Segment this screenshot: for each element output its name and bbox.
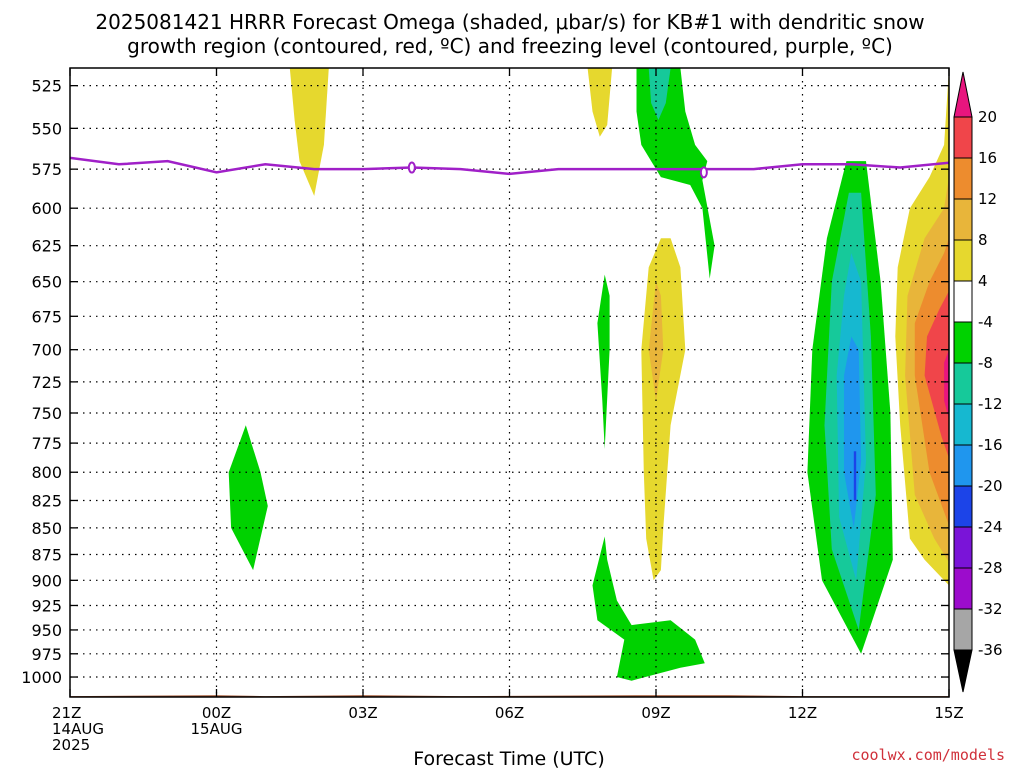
colorbar-segment-1 — [953, 116, 973, 159]
freezing-level-label-marker-1 — [699, 166, 708, 179]
colorbar-segment-7 — [953, 362, 973, 405]
x-tick-label-0-1: 14AUG — [52, 720, 104, 738]
colorbar-segment-12 — [953, 567, 973, 610]
colorbar-label-7: -12 — [978, 395, 1003, 413]
colorbar-segment-6 — [953, 321, 973, 364]
x-tick-label-4-0: 09Z — [641, 704, 670, 722]
colorbar-label-6: -8 — [978, 354, 993, 372]
colorbar-segment-10 — [953, 485, 973, 528]
colorbar-label-11: -28 — [978, 559, 1003, 577]
x-tick-label-6-0: 15Z — [934, 704, 963, 722]
x-tick-label-5-0: 12Z — [788, 704, 817, 722]
y-tick-label-700: 700 — [31, 341, 62, 360]
omega-region-4 — [641, 238, 686, 581]
y-tick-label-550: 550 — [31, 119, 62, 138]
x-tick-label-1-0: 00Z — [202, 704, 231, 722]
colorbar-segment-3 — [953, 198, 973, 241]
y-tick-label-600: 600 — [31, 199, 62, 218]
y-axis: 525 550 575 600 625 650 675 700 725 750 775 800 825 8… — [21, 77, 949, 687]
colorbar-label-4: 4 — [978, 272, 988, 290]
x-tick-label-1-1: 15AUG — [191, 720, 243, 738]
x-tick-label-3-0: 06Z — [495, 704, 524, 722]
y-tick-label-1000: 1000 — [21, 668, 62, 687]
omega-region-3 — [648, 68, 671, 120]
omega-region-13 — [853, 451, 857, 501]
colorbar-segment-5 — [953, 280, 973, 323]
chart-title-line-2: growth region (contoured, red, ºC) and f… — [127, 34, 893, 58]
colorbar-label-13: -36 — [978, 641, 1003, 659]
y-tick-label-750: 750 — [31, 404, 62, 423]
y-tick-label-800: 800 — [31, 463, 62, 482]
y-tick-label-650: 650 — [31, 273, 62, 292]
colorbar-bottom-arrow — [953, 649, 973, 693]
colorbar-label-9: -20 — [978, 477, 1003, 495]
freezing-level-label-marker-0 — [407, 161, 416, 174]
omega-region-7 — [592, 536, 705, 681]
omega-region-1 — [587, 68, 613, 137]
y-tick-label-900: 900 — [31, 571, 62, 590]
colorbar-label-10: -24 — [978, 518, 1003, 536]
colorbar-label-1: 16 — [978, 149, 997, 167]
credit-link[interactable]: coolwx.com/models — [851, 746, 1005, 764]
colorbar-label-3: 8 — [978, 231, 988, 249]
colorbar-segment-9 — [953, 444, 973, 487]
colorbar-label-8: -16 — [978, 436, 1003, 454]
omega-region-18 — [944, 349, 949, 419]
colorbar-segment-2 — [953, 157, 973, 200]
colorbar-segment-8 — [953, 403, 973, 446]
freezing-level-line — [70, 156, 949, 176]
y-tick-label-575: 575 — [31, 160, 62, 179]
x-axis-label: Forecast Time (UTC) — [413, 748, 604, 768]
x-tick-label-0-0: 21Z — [52, 704, 81, 722]
y-tick-label-875: 875 — [31, 545, 62, 564]
y-tick-label-525: 525 — [31, 77, 62, 96]
y-tick-label-775: 775 — [31, 434, 62, 453]
omega-region-12 — [844, 336, 862, 528]
y-tick-label-675: 675 — [31, 307, 62, 326]
colorbar-segment-4 — [953, 239, 973, 282]
colorbar: 20 16 12 8 4 -4 -8 -12 -16 -20 -24 -28 -32 -36 — [953, 71, 1003, 693]
colorbar-segment-13 — [953, 608, 973, 651]
omega-region-0 — [289, 68, 329, 196]
colorbar-label-12: -32 — [978, 600, 1003, 618]
y-tick-label-950: 950 — [31, 621, 62, 640]
y-tick-label-850: 850 — [31, 519, 62, 538]
x-tick-label-0-2: 2025 — [52, 736, 90, 754]
colorbar-segment-11 — [953, 526, 973, 569]
colorbar-top-arrow — [953, 71, 973, 118]
chart-title-line-1: 2025081421 HRRR Forecast Omega (shaded, … — [95, 10, 924, 34]
omega-region-17 — [924, 290, 949, 459]
freezing-level-contour — [70, 156, 949, 179]
omega-region-8 — [228, 425, 268, 571]
colorbar-label-0: 20 — [978, 108, 997, 126]
y-tick-label-925: 925 — [31, 596, 62, 615]
colorbar-label-2: 12 — [978, 190, 997, 208]
y-tick-label-825: 825 — [31, 491, 62, 510]
colorbar-label-5: -4 — [978, 313, 993, 331]
y-tick-label-975: 975 — [31, 645, 62, 664]
x-tick-label-2-0: 03Z — [348, 704, 377, 722]
y-tick-label-625: 625 — [31, 237, 62, 256]
y-tick-label-725: 725 — [31, 373, 62, 392]
omega-region-6 — [597, 274, 610, 449]
omega-shading — [228, 68, 949, 681]
